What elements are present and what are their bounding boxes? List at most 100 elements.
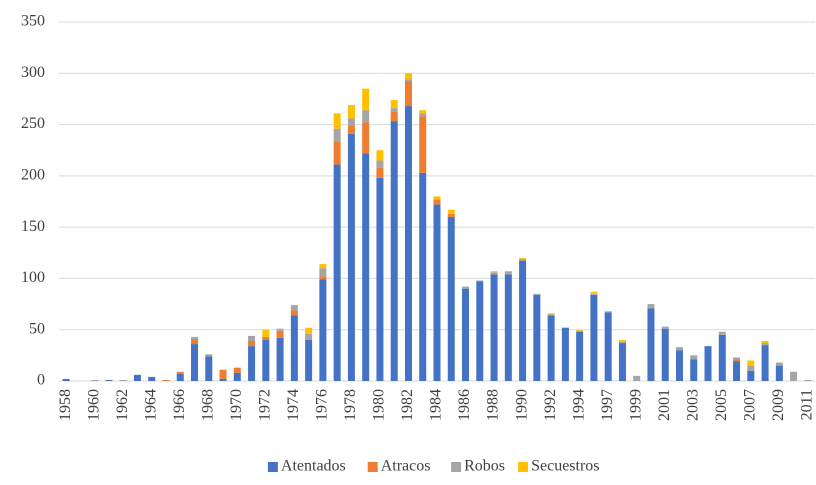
bar-segment — [248, 340, 256, 347]
bar-segment — [219, 378, 227, 381]
bar-segment — [347, 105, 355, 119]
bar-segment — [205, 356, 213, 381]
bar-segment — [604, 311, 612, 313]
bar-segment — [419, 110, 427, 114]
x-tick-label: 1958 — [57, 389, 74, 421]
x-tick-label: 2005 — [713, 389, 730, 421]
bar-segment — [376, 177, 384, 381]
bar-segment — [390, 99, 398, 109]
bar-segment — [590, 293, 598, 295]
bar-segment — [319, 276, 327, 280]
bar-segment — [490, 271, 498, 273]
bar-segment — [761, 345, 769, 381]
bar-segment — [290, 315, 298, 381]
x-tick-label: 1988 — [485, 389, 502, 421]
bar-segment — [404, 79, 412, 82]
bar-segment — [533, 294, 541, 381]
legend-label: Secuestros — [531, 458, 599, 475]
bar-segment — [618, 343, 626, 381]
bar-segment — [376, 150, 384, 161]
bar-segment — [675, 347, 683, 351]
bar-segment — [91, 379, 99, 381]
bar-segment — [333, 142, 341, 165]
y-tick-label: 300 — [21, 64, 45, 81]
bar-segment — [390, 108, 398, 112]
bar-segment — [276, 330, 284, 338]
legend-label: Atracos — [381, 458, 431, 475]
bar-segment — [476, 281, 484, 381]
x-tick-label: 1966 — [171, 389, 188, 421]
x-tick-label: 1960 — [85, 389, 102, 421]
bar-segment — [761, 343, 769, 346]
bar-segment — [347, 133, 355, 381]
bar-segment — [476, 280, 484, 282]
bar-segment — [362, 153, 370, 381]
bar-segment — [804, 379, 812, 381]
x-tick-label: 1968 — [199, 389, 216, 421]
bar-segment — [262, 336, 270, 340]
bar-segment — [704, 346, 712, 381]
y-tick-label: 0 — [37, 372, 45, 389]
bar-segment — [433, 196, 441, 200]
bar-segment — [733, 361, 741, 381]
bar-segment — [661, 328, 669, 381]
bar-segment — [433, 204, 441, 381]
bar-segment — [733, 357, 741, 360]
bar-segment — [205, 354, 213, 357]
bar-segment — [233, 367, 241, 373]
legend-swatch — [518, 462, 529, 472]
x-tick-label: 1997 — [599, 389, 616, 421]
bar-segment — [362, 110, 370, 123]
x-tick-label: 1964 — [142, 389, 159, 421]
bar-segment — [333, 113, 341, 129]
bar-segment — [119, 379, 127, 381]
bar-segment — [690, 359, 698, 381]
bar-segment — [747, 360, 755, 366]
bar-segment — [248, 335, 256, 341]
bar-segment — [433, 199, 441, 205]
bar-segment — [419, 113, 427, 117]
x-tick-label: 1974 — [285, 389, 302, 421]
x-tick-label: 2009 — [770, 389, 787, 421]
bar-segment — [133, 374, 141, 381]
bar-segment — [319, 279, 327, 381]
x-tick-label: 1992 — [542, 389, 559, 421]
x-tick-label: 1990 — [513, 389, 530, 421]
bar-segment — [148, 376, 156, 381]
bar-segment — [319, 268, 327, 277]
bar-segment — [404, 73, 412, 80]
x-tick-label: 1982 — [399, 389, 416, 421]
x-tick-label: 2007 — [741, 389, 758, 421]
legend-swatch — [451, 462, 462, 472]
bar-segment — [162, 379, 170, 381]
bar-segment — [733, 359, 741, 362]
bar-segment — [248, 346, 256, 381]
bar-segment — [419, 172, 427, 381]
bar-segment — [604, 312, 612, 381]
legend-label: Robos — [464, 458, 505, 475]
bar-segment — [519, 258, 527, 261]
bar-segment — [775, 365, 783, 381]
bar-segment — [333, 164, 341, 381]
bar-segment — [376, 167, 384, 178]
bar-segment — [690, 355, 698, 360]
bar-segment — [176, 371, 184, 374]
bar-segment — [447, 209, 455, 214]
x-tick-label: 2001 — [656, 389, 673, 421]
bar-segment — [462, 288, 470, 381]
y-tick-label: 250 — [21, 115, 45, 132]
bar-segment — [533, 293, 541, 295]
bar-segment — [305, 339, 313, 381]
bar-segment — [319, 264, 327, 269]
bar-segment — [62, 378, 70, 381]
bar-segment — [362, 122, 370, 154]
bar-segment — [262, 329, 270, 337]
x-tick-label: 1978 — [342, 389, 359, 421]
bar-segment — [447, 216, 455, 381]
bar-segment — [490, 272, 498, 275]
bar-segment — [404, 106, 412, 381]
bar-segment — [462, 286, 470, 289]
x-tick-label: 1999 — [627, 389, 644, 421]
bar-segment — [305, 333, 313, 340]
